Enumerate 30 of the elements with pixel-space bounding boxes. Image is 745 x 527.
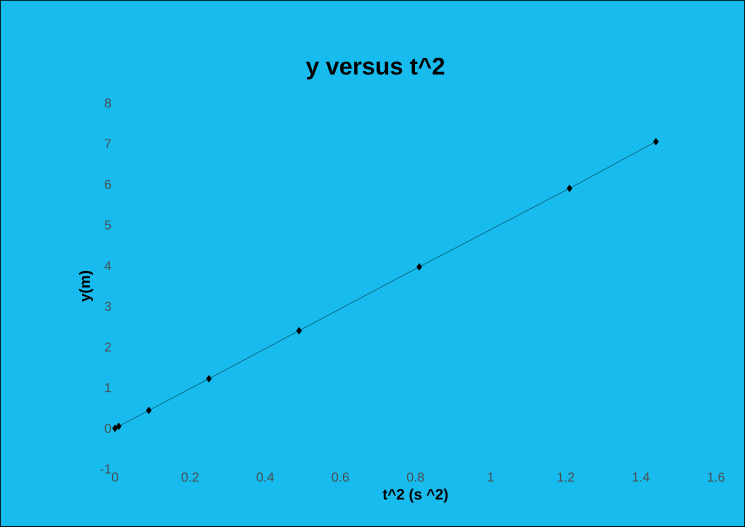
y-tick-label: 0: [104, 424, 111, 433]
x-tick-label: 0: [112, 472, 118, 482]
y-tick-label: 4: [104, 261, 112, 270]
y-tick-label: 6: [104, 180, 111, 189]
y-tick-label: -1: [100, 464, 111, 474]
x-tick-label: 0.2: [182, 472, 199, 482]
point: [566, 184, 572, 192]
point: [116, 422, 122, 430]
y-tick-label: 3: [104, 302, 111, 311]
x-tick-label: 1.4: [632, 472, 650, 482]
x-tick-label: 0.6: [332, 472, 349, 482]
point: [653, 138, 659, 146]
y-tick-label: 5: [104, 220, 111, 230]
point: [296, 327, 302, 334]
x-tick-label: 1.6: [708, 472, 724, 482]
point: [416, 263, 422, 271]
x-tick-label: 1.2: [558, 472, 574, 482]
point: [112, 424, 118, 432]
y-axis-title: y(m): [79, 270, 94, 302]
x-tick-label: 1: [488, 472, 494, 482]
chart-title: y versus t^2: [306, 58, 444, 80]
y-tick-label: 1: [105, 383, 111, 392]
y-tick-label: 7: [104, 139, 111, 148]
x-axis-title: t^2 (s ^2): [382, 488, 448, 503]
point: [146, 406, 152, 414]
point: [206, 375, 212, 382]
x-tick-label: 0.4: [256, 472, 274, 482]
x-tick-label: 0.8: [406, 472, 424, 482]
y-tick-label: 8: [104, 98, 111, 108]
y-tick-label: 2: [104, 342, 111, 352]
